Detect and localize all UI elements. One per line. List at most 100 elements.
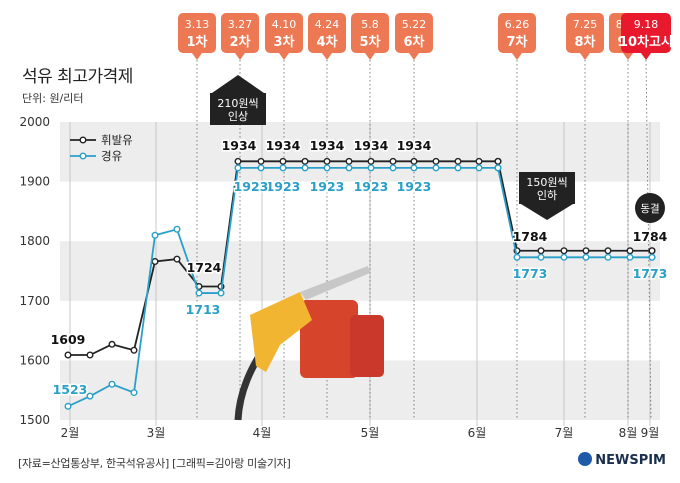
round-label: 6차 bbox=[403, 34, 424, 50]
data-label: 1934 bbox=[266, 138, 301, 153]
data-point bbox=[234, 157, 242, 165]
data-label: 1713 bbox=[186, 302, 221, 317]
data-point bbox=[64, 402, 72, 410]
data-point bbox=[345, 157, 353, 165]
data-label: 1934 bbox=[354, 138, 389, 153]
y-tick-label: 2000 bbox=[19, 115, 50, 129]
data-point bbox=[195, 289, 203, 297]
freeze-badge bbox=[635, 193, 665, 223]
data-point bbox=[108, 380, 116, 388]
data-point bbox=[494, 164, 502, 172]
round-badge-pointer bbox=[512, 53, 522, 60]
data-label: 1523 bbox=[53, 382, 88, 397]
data-label: 1934 bbox=[222, 138, 257, 153]
round-label: 2차 bbox=[229, 34, 250, 50]
data-point bbox=[560, 247, 568, 255]
round-badge bbox=[566, 13, 604, 53]
round-badge-pointer bbox=[279, 53, 289, 60]
data-label: 1773 bbox=[633, 266, 668, 281]
legend-label: 경유 bbox=[101, 149, 122, 163]
annotation-text: 인상 bbox=[228, 110, 248, 123]
data-point bbox=[257, 164, 265, 172]
data-point bbox=[475, 164, 483, 172]
annotation-text: 인하 bbox=[537, 188, 557, 202]
round-label: 5차 bbox=[359, 34, 380, 50]
data-point bbox=[454, 157, 462, 165]
data-label: 1923 bbox=[234, 179, 269, 194]
y-tick-label: 1700 bbox=[19, 294, 50, 308]
logo-icon bbox=[578, 452, 593, 466]
round-badge bbox=[395, 13, 433, 53]
data-label: 1773 bbox=[513, 266, 548, 281]
annotation-box-down bbox=[519, 172, 575, 204]
data-point bbox=[173, 255, 181, 263]
round-badge-pointer bbox=[235, 53, 245, 60]
data-point bbox=[454, 164, 462, 172]
round-label: 7차 bbox=[506, 34, 527, 50]
arrow-down-icon bbox=[521, 204, 573, 220]
data-point bbox=[432, 164, 440, 172]
source-credit: [자료=산업통상부, 한국석유공사] [그래픽=김아랑 미술기자] bbox=[18, 457, 291, 470]
nozzle-spout-shape bbox=[300, 266, 370, 300]
x-month-label: 3월 bbox=[147, 426, 166, 440]
round-label: 4차 bbox=[316, 34, 337, 50]
legend-marker bbox=[79, 136, 87, 144]
data-point bbox=[475, 157, 483, 165]
arrow-up-icon bbox=[212, 75, 264, 93]
data-label: 1923 bbox=[266, 179, 301, 194]
round-badge bbox=[221, 13, 259, 53]
round-badge bbox=[308, 13, 346, 53]
data-point bbox=[560, 253, 568, 261]
x-month-label: 4월 bbox=[253, 426, 272, 440]
data-point bbox=[582, 253, 590, 261]
data-label: 1923 bbox=[354, 179, 389, 194]
data-point bbox=[217, 289, 225, 297]
data-point bbox=[389, 164, 397, 172]
data-point bbox=[130, 389, 138, 397]
round-date: 7.25 bbox=[573, 18, 598, 31]
round-badge-pointer bbox=[623, 53, 633, 60]
round-date: 9.18 bbox=[634, 18, 659, 31]
round-badge bbox=[178, 13, 216, 53]
data-point bbox=[108, 340, 116, 348]
newspim-logo: NEWSPIM bbox=[578, 452, 666, 468]
round-label: 3차 bbox=[273, 34, 294, 50]
y-tick-label: 1900 bbox=[19, 175, 50, 189]
fuel-can-small-shape bbox=[350, 315, 384, 377]
unit-label: 단위: 원/리터 bbox=[22, 92, 84, 105]
y-tick-label: 1600 bbox=[19, 353, 50, 367]
data-point bbox=[151, 231, 159, 239]
data-point bbox=[279, 157, 287, 165]
round-label: 10차고시 bbox=[619, 34, 673, 50]
y-tick-label: 1800 bbox=[19, 234, 50, 248]
annotation-text: 동결 bbox=[640, 203, 659, 215]
y-tick-label: 1500 bbox=[19, 413, 50, 427]
data-point bbox=[130, 346, 138, 354]
fuel-can-shape bbox=[300, 300, 358, 378]
data-point bbox=[513, 253, 521, 261]
x-month-label: 7월 bbox=[555, 426, 574, 440]
data-point bbox=[626, 253, 634, 261]
data-point bbox=[234, 164, 242, 172]
annotation-box-up bbox=[210, 93, 266, 125]
page-title: 석유 최고가격제 bbox=[22, 67, 133, 87]
fuel-nozzle-illustration bbox=[234, 266, 384, 421]
data-point bbox=[604, 253, 612, 261]
round-date: 6.26 bbox=[505, 18, 530, 31]
round-leader bbox=[645, 59, 652, 421]
data-label: 1923 bbox=[397, 179, 432, 194]
data-label: 1934 bbox=[310, 138, 345, 153]
data-point bbox=[410, 164, 418, 172]
round-date: 5.8 bbox=[361, 18, 379, 31]
data-point bbox=[301, 164, 309, 172]
data-point bbox=[323, 164, 331, 172]
data-point bbox=[86, 392, 94, 400]
data-point bbox=[86, 351, 94, 359]
data-point bbox=[604, 247, 612, 255]
data-label: 1934 bbox=[397, 138, 432, 153]
round-label: 8차 bbox=[574, 34, 595, 50]
data-point bbox=[279, 164, 287, 172]
data-point bbox=[151, 257, 159, 265]
